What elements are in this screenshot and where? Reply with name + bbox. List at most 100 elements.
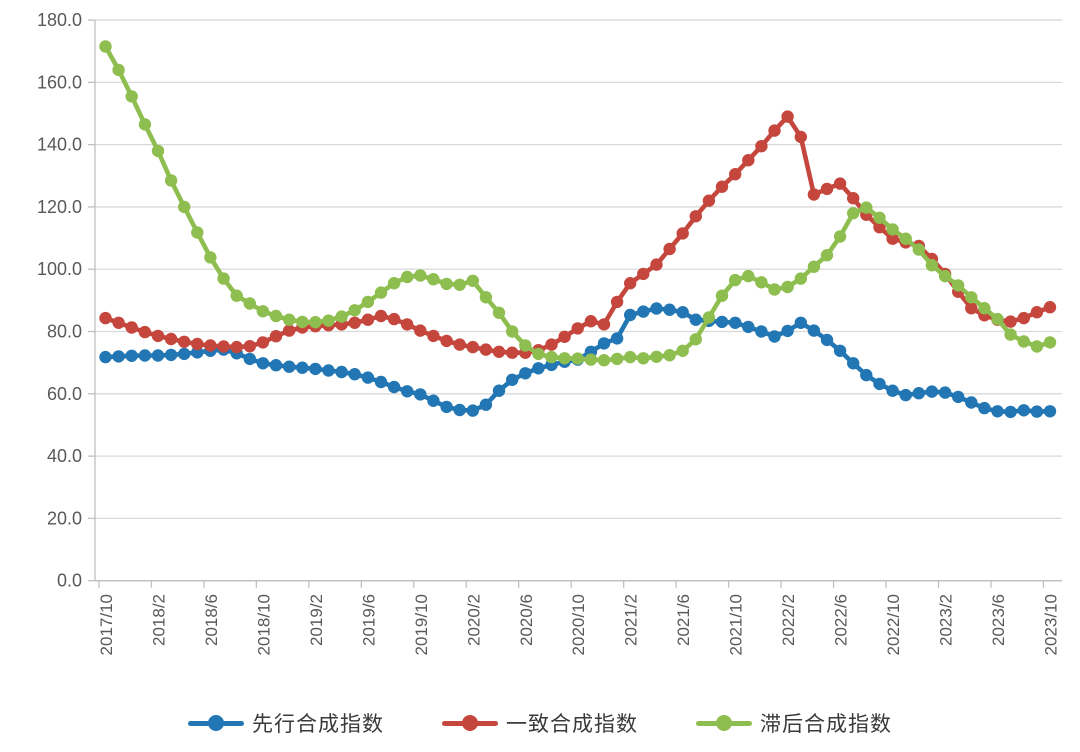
data-point-lagging-index (545, 350, 558, 364)
data-point-leading-index (637, 305, 650, 318)
data-point-lagging-index (479, 291, 493, 304)
data-point-lagging-index (453, 278, 466, 291)
legend-clipped-duplicate: 先行合成指数 一致合成指数 滞后合成指数 (0, 744, 1080, 752)
data-point-leading-index (256, 357, 270, 370)
data-point-coincident-index (676, 227, 689, 240)
data-point-lagging-index (755, 276, 768, 289)
data-point-leading-index (164, 348, 178, 362)
legend-label-coincident-index: 一致合成指数 (506, 748, 638, 752)
data-point-leading-index (873, 377, 886, 391)
data-point-coincident-index (873, 221, 886, 234)
data-point-leading-index (781, 324, 794, 338)
data-point-coincident-index (755, 140, 768, 153)
data-point-coincident-index (1030, 306, 1044, 319)
data-point-leading-index (414, 388, 427, 401)
data-point-lagging-index (440, 277, 453, 291)
data-point-coincident-index (256, 336, 270, 349)
data-point-coincident-index (138, 325, 152, 339)
data-point-coincident-index (414, 324, 427, 337)
data-point-lagging-index (991, 312, 1004, 326)
y-axis-tick-label: 180.0 (37, 10, 82, 30)
data-point-lagging-index (558, 352, 571, 365)
data-point-leading-index (820, 333, 834, 347)
data-point-lagging-index (309, 316, 322, 329)
data-point-lagging-index (702, 311, 716, 324)
data-point-lagging-index (729, 273, 742, 287)
data-point-lagging-index (912, 243, 925, 256)
data-point-leading-index (243, 352, 256, 366)
data-point-coincident-index (466, 340, 479, 354)
series-coincident-index (99, 110, 1057, 359)
y-axis-tick-label: 80.0 (47, 322, 82, 342)
y-axis-tick-label: 20.0 (47, 508, 82, 528)
data-point-leading-index (151, 349, 165, 362)
data-point-lagging-index (164, 174, 178, 187)
data-point-lagging-index (138, 118, 152, 131)
data-point-lagging-index (506, 325, 519, 338)
data-point-lagging-index (191, 226, 204, 239)
data-point-coincident-index (1043, 301, 1057, 314)
legend-item-coincident-index: 一致合成指数 (442, 748, 638, 752)
legend-marker-coincident-index-icon (442, 715, 498, 731)
data-point-leading-index (99, 350, 112, 364)
data-point-lagging-index (794, 272, 807, 285)
x-axis-tick-label: 2023/6 (989, 594, 1008, 646)
data-point-leading-index (912, 387, 925, 400)
data-point-leading-index (624, 308, 637, 322)
data-point-lagging-index (204, 251, 217, 264)
data-point-coincident-index (230, 340, 243, 354)
data-point-leading-index (978, 401, 991, 415)
data-point-lagging-index (178, 200, 191, 214)
data-point-coincident-index (545, 338, 558, 351)
x-axis-tick-label: 2020/2 (464, 594, 483, 646)
data-point-coincident-index (781, 110, 794, 123)
data-point-coincident-index (965, 302, 978, 315)
data-point-leading-index (886, 384, 899, 397)
data-point-leading-index (860, 368, 873, 382)
data-point-leading-index (374, 375, 388, 389)
data-point-leading-index (755, 325, 768, 338)
data-point-coincident-index (506, 346, 519, 359)
data-point-leading-index (401, 385, 414, 398)
data-point-leading-index (269, 359, 283, 372)
y-axis-tick-label: 60.0 (47, 384, 82, 404)
data-point-leading-index (925, 385, 939, 398)
data-point-leading-index (847, 357, 860, 370)
data-point-leading-index (715, 315, 729, 329)
data-point-lagging-index (820, 249, 834, 262)
data-point-leading-index (112, 350, 125, 363)
legend-label-coincident-index: 一致合成指数 (506, 713, 638, 736)
legend-marker-lagging-index-icon (696, 715, 752, 731)
data-point-lagging-index (296, 315, 309, 329)
data-point-coincident-index (571, 322, 584, 335)
y-axis-tick-label: 140.0 (37, 135, 82, 155)
data-point-lagging-index (283, 313, 296, 326)
series-line-lagging-index (103, 44, 1053, 363)
data-point-lagging-index (532, 347, 545, 361)
data-point-leading-index (899, 388, 912, 402)
data-point-leading-index (1043, 405, 1057, 418)
data-point-leading-index (1030, 405, 1044, 418)
data-point-lagging-index (1030, 340, 1044, 353)
x-axis-tick-label: 2022/10 (884, 594, 903, 655)
data-point-leading-index (938, 386, 952, 399)
data-point-leading-index (610, 332, 624, 345)
data-point-lagging-index (348, 304, 361, 317)
data-point-lagging-index (401, 270, 414, 284)
y-axis-labels: 0.0 20.0 40.0 60.0 80.0 100.0 120.0 140.0 160.0 1… (37, 10, 82, 591)
data-point-coincident-index (742, 154, 755, 167)
data-point-lagging-index (781, 280, 794, 294)
data-point-leading-index (322, 364, 335, 377)
data-point-leading-index (283, 360, 296, 373)
data-point-leading-index (492, 384, 506, 397)
x-axis-tick-label: 2020/6 (517, 594, 536, 646)
data-point-lagging-index (833, 230, 847, 243)
data-point-leading-index (427, 394, 440, 407)
data-point-coincident-index (820, 182, 834, 196)
data-point-coincident-index (204, 339, 217, 352)
data-point-coincident-index (269, 330, 283, 343)
data-point-leading-index (663, 303, 676, 316)
data-point-lagging-index (492, 306, 506, 319)
line-chart: 0.0 20.0 40.0 60.0 80.0 100.0 120.0 140.0 160.0 1… (37, 10, 1062, 655)
data-point-lagging-index (807, 260, 821, 273)
